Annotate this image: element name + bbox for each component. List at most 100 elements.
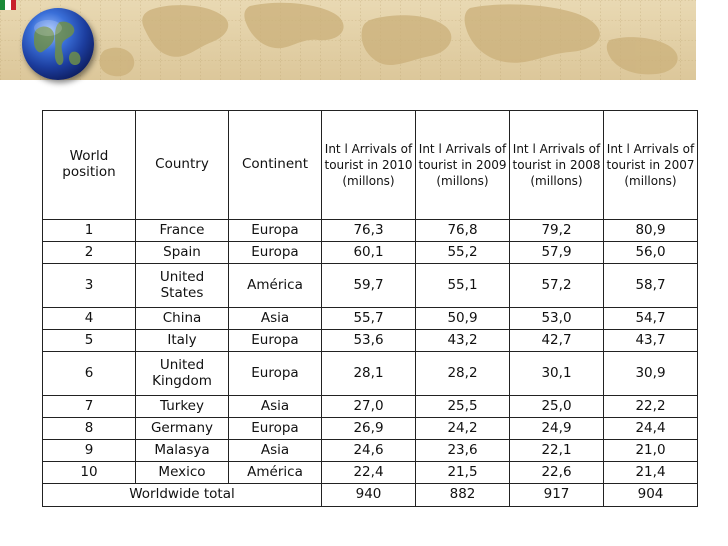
cell-2008: 57,9 bbox=[509, 241, 604, 264]
cell-position: 4 bbox=[42, 307, 136, 330]
cell-country: Malasya bbox=[135, 439, 229, 462]
cell-2009: 21,5 bbox=[415, 461, 510, 484]
cell-2009: 76,8 bbox=[415, 219, 510, 242]
cell-position: 2 bbox=[42, 241, 136, 264]
cell-continent: Asia bbox=[228, 307, 322, 330]
cell-position: 7 bbox=[42, 395, 136, 418]
cell-country: Turkey bbox=[135, 395, 229, 418]
header-arrivals-2009: Int l Arrivals of tourist in 2009 (millo… bbox=[415, 110, 510, 220]
cell-2007: 21,4 bbox=[603, 461, 698, 484]
cell-2010: 22,4 bbox=[321, 461, 416, 484]
table-row: 6 United Kingdom Europa 28,1 28,2 30,1 3… bbox=[42, 351, 698, 396]
total-2008: 917 bbox=[509, 483, 604, 507]
total-label: Worldwide total bbox=[42, 483, 322, 507]
header-world-position: World position bbox=[42, 110, 136, 220]
cell-2010: 53,6 bbox=[321, 329, 416, 352]
cell-position: 3 bbox=[42, 263, 136, 308]
cell-position: 1 bbox=[42, 219, 136, 242]
cell-2007: 58,7 bbox=[603, 263, 698, 308]
table-row: 2 Spain Europa 60,1 55,2 57,9 56,0 bbox=[42, 241, 698, 264]
cell-2007: 30,9 bbox=[603, 351, 698, 396]
cell-2009: 55,2 bbox=[415, 241, 510, 264]
header-country: Country bbox=[135, 110, 229, 220]
cell-2009: 24,2 bbox=[415, 417, 510, 440]
cell-position: 9 bbox=[42, 439, 136, 462]
cell-2010: 26,9 bbox=[321, 417, 416, 440]
world-map-pattern bbox=[0, 0, 696, 80]
cell-continent: Asia bbox=[228, 439, 322, 462]
cell-country: France bbox=[135, 219, 229, 242]
header-arrivals-2007: Int l Arrivals of tourist in 2007 (millo… bbox=[603, 110, 698, 220]
table-row: 10 Mexico América 22,4 21,5 22,6 21,4 bbox=[42, 461, 698, 484]
cell-2010: 28,1 bbox=[321, 351, 416, 396]
cell-position: 8 bbox=[42, 417, 136, 440]
cell-position: 5 bbox=[42, 329, 136, 352]
total-row: Worldwide total 940 882 917 904 bbox=[42, 483, 698, 507]
cell-2007: 21,0 bbox=[603, 439, 698, 462]
cell-continent: América bbox=[228, 461, 322, 484]
table-row: 4 China Asia 55,7 50,9 53,0 54,7 bbox=[42, 307, 698, 330]
total-2007: 904 bbox=[603, 483, 698, 507]
cell-2008: 24,9 bbox=[509, 417, 604, 440]
cell-2009: 23,6 bbox=[415, 439, 510, 462]
cell-2008: 57,2 bbox=[509, 263, 604, 308]
cell-2009: 43,2 bbox=[415, 329, 510, 352]
cell-2008: 22,1 bbox=[509, 439, 604, 462]
cell-continent: Europa bbox=[228, 351, 322, 396]
cell-2008: 22,6 bbox=[509, 461, 604, 484]
cell-2010: 24,6 bbox=[321, 439, 416, 462]
cell-2009: 55,1 bbox=[415, 263, 510, 308]
cell-2009: 25,5 bbox=[415, 395, 510, 418]
cell-2010: 76,3 bbox=[321, 219, 416, 242]
header-banner bbox=[0, 0, 696, 80]
table-row: 3 United States América 59,7 55,1 57,2 5… bbox=[42, 263, 698, 308]
cell-2010: 59,7 bbox=[321, 263, 416, 308]
cell-country: Mexico bbox=[135, 461, 229, 484]
cell-2009: 50,9 bbox=[415, 307, 510, 330]
total-2010: 940 bbox=[321, 483, 416, 507]
total-2009: 882 bbox=[415, 483, 510, 507]
globe-icon bbox=[22, 8, 94, 80]
header-arrivals-2008: Int l Arrivals of tourist in 2008 (millo… bbox=[509, 110, 604, 220]
cell-position: 6 bbox=[42, 351, 136, 396]
cell-2007: 24,4 bbox=[603, 417, 698, 440]
cell-2007: 80,9 bbox=[603, 219, 698, 242]
table-row: 5 Italy Europa 53,6 43,2 42,7 43,7 bbox=[42, 329, 698, 352]
table-row: 8 Germany Europa 26,9 24,2 24,9 24,4 bbox=[42, 417, 698, 440]
cell-continent: Europa bbox=[228, 241, 322, 264]
cell-2010: 55,7 bbox=[321, 307, 416, 330]
cell-country: Italy bbox=[135, 329, 229, 352]
cell-2010: 27,0 bbox=[321, 395, 416, 418]
cell-country: China bbox=[135, 307, 229, 330]
header-continent: Continent bbox=[228, 110, 322, 220]
cell-country: United Kingdom bbox=[135, 351, 229, 396]
cell-2008: 79,2 bbox=[509, 219, 604, 242]
cell-2008: 42,7 bbox=[509, 329, 604, 352]
header-row: World position Country Continent Int l A… bbox=[42, 110, 698, 220]
cell-continent: Europa bbox=[228, 329, 322, 352]
tourism-arrivals-table: World position Country Continent Int l A… bbox=[42, 110, 698, 507]
table-row: 7 Turkey Asia 27,0 25,5 25,0 22,2 bbox=[42, 395, 698, 418]
table-row: 1 France Europa 76,3 76,8 79,2 80,9 bbox=[42, 219, 698, 242]
cell-2007: 22,2 bbox=[603, 395, 698, 418]
cell-continent: Asia bbox=[228, 395, 322, 418]
cell-2007: 54,7 bbox=[603, 307, 698, 330]
cell-country: Germany bbox=[135, 417, 229, 440]
cell-continent: América bbox=[228, 263, 322, 308]
cell-position: 10 bbox=[42, 461, 136, 484]
cell-2008: 53,0 bbox=[509, 307, 604, 330]
cell-2008: 25,0 bbox=[509, 395, 604, 418]
cell-continent: Europa bbox=[228, 219, 322, 242]
cell-country: Spain bbox=[135, 241, 229, 264]
table-row: 9 Malasya Asia 24,6 23,6 22,1 21,0 bbox=[42, 439, 698, 462]
header-arrivals-2010: Int l Arrivals of tourist in 2010 (millo… bbox=[321, 110, 416, 220]
cell-continent: Europa bbox=[228, 417, 322, 440]
cell-2010: 60,1 bbox=[321, 241, 416, 264]
cell-country: United States bbox=[135, 263, 229, 308]
cell-2007: 43,7 bbox=[603, 329, 698, 352]
mexico-flag-icon bbox=[0, 0, 16, 10]
cell-2009: 28,2 bbox=[415, 351, 510, 396]
cell-2008: 30,1 bbox=[509, 351, 604, 396]
cell-2007: 56,0 bbox=[603, 241, 698, 264]
